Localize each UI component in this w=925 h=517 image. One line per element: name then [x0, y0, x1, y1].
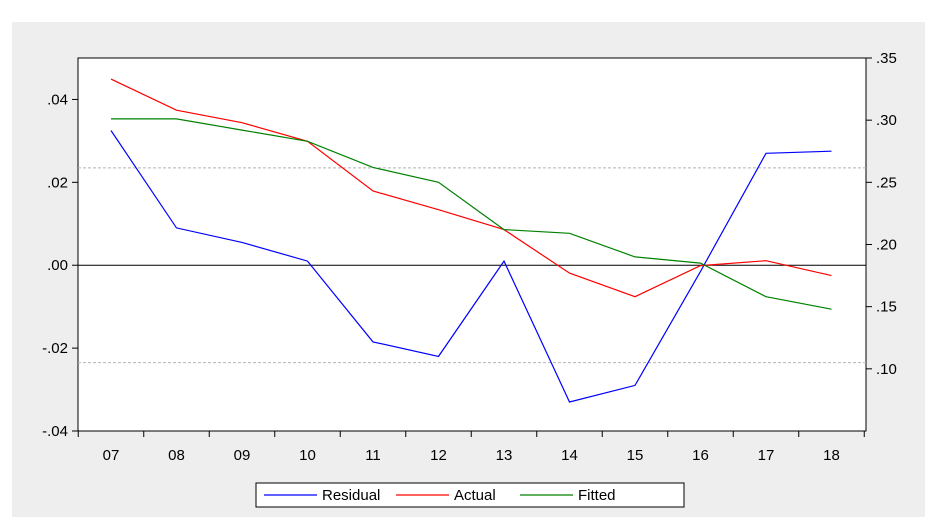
right-tick-label: .25 — [876, 174, 897, 191]
right-tick-label: .35 — [876, 50, 897, 67]
left-tick-label: .02 — [47, 174, 68, 191]
reference-lines — [78, 167, 866, 364]
x-tick-label: 13 — [496, 447, 513, 464]
legend-box — [255, 482, 685, 508]
series-line-residual — [110, 130, 832, 403]
x-tick-label: 14 — [561, 447, 578, 464]
left-tick-label: -.04 — [42, 423, 68, 440]
x-axis-ticks: 07 08 09 10 11 12 13 14 15 16 17 18 — [77, 431, 865, 464]
series-line-actual — [110, 78, 832, 298]
x-tick-label: 08 — [168, 447, 185, 464]
x-tick-label: 18 — [823, 447, 840, 464]
legend: Residual Actual Fitted — [255, 482, 685, 508]
left-axis-ticks: -.04 -.02 .00 .02 .04 — [42, 91, 78, 440]
x-tick-label: 07 — [103, 447, 120, 464]
x-tick-label: 09 — [234, 447, 251, 464]
legend-label-fitted: Fitted — [578, 487, 616, 504]
left-tick-label: .00 — [47, 257, 68, 274]
right-tick-label: .10 — [876, 361, 897, 378]
x-tick-label: 11 — [365, 447, 381, 464]
right-axis-ticks: .10 .15 .20 .25 .30 .35 — [866, 50, 897, 378]
legend-label-actual: Actual — [454, 487, 496, 504]
x-tick-label: 17 — [758, 447, 775, 464]
right-tick-label: .15 — [876, 299, 897, 316]
right-tick-label: .20 — [876, 237, 897, 254]
x-tick-label: 12 — [430, 447, 447, 464]
series-lines — [110, 78, 832, 403]
plot-area — [77, 57, 867, 432]
left-tick-label: -.02 — [42, 340, 68, 357]
legend-label-residual: Residual — [322, 487, 380, 504]
left-tick-label: .04 — [47, 91, 68, 108]
residual-actual-fitted-chart: -.04-.02.00.02.04 .10.15.20.25.30.35 07 0… — [42, 50, 897, 508]
x-tick-label: 15 — [627, 447, 644, 464]
x-tick-label: 10 — [299, 447, 316, 464]
right-tick-label: .30 — [876, 112, 897, 129]
x-tick-label: 16 — [692, 447, 709, 464]
series-line-fitted — [111, 118, 832, 310]
chart-frame: -.04 -.02.00.02.04 .10.15.20.25.30.35 07 0… — [12, 22, 925, 517]
